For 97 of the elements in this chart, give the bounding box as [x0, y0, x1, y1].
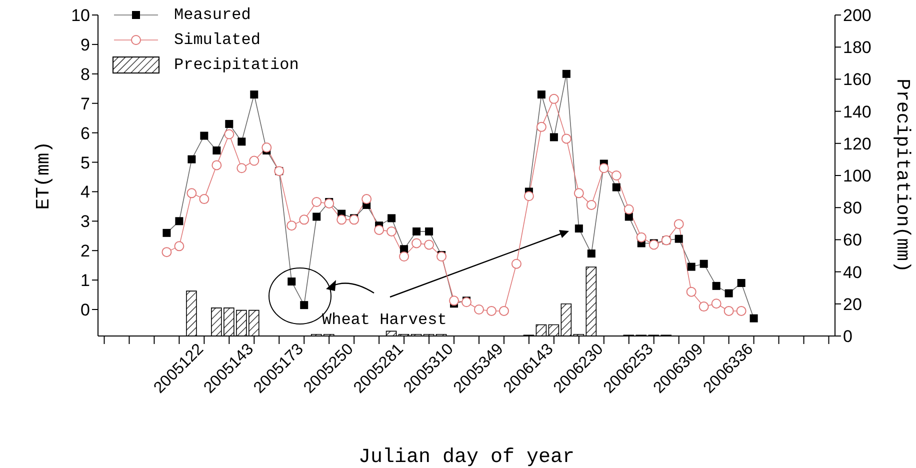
point: [174, 241, 184, 252]
y-tick-label: 1: [80, 271, 90, 290]
point: [586, 200, 596, 210]
point: [612, 183, 620, 192]
point: [250, 90, 258, 99]
y2-tick-label: 60: [843, 230, 862, 250]
y-tick-label: 10: [71, 6, 90, 26]
point: [399, 251, 410, 262]
y-tick-label: 7: [80, 94, 90, 114]
point: [262, 142, 272, 153]
point: [175, 217, 184, 226]
point: [199, 194, 210, 204]
point: [186, 188, 197, 198]
point: [712, 282, 720, 290]
y-tick-label: 5: [80, 153, 90, 172]
point: [511, 258, 522, 269]
point: [200, 132, 208, 140]
point: [388, 214, 396, 222]
point: [636, 232, 646, 242]
point: [286, 220, 297, 231]
point: [574, 188, 584, 198]
legend-label: Measured: [174, 6, 251, 24]
point: [212, 160, 222, 170]
point: [425, 227, 434, 236]
point: [312, 197, 322, 208]
y2-tick-label: 80: [843, 198, 862, 218]
y-tick-label: 8: [80, 64, 90, 84]
y2-tick-label: 100: [843, 166, 872, 186]
y2-tick-label: 20: [843, 294, 862, 314]
y2-tick-label: 200: [843, 6, 872, 26]
point: [574, 224, 583, 233]
point: [412, 238, 422, 248]
point: [587, 250, 596, 258]
point: [524, 191, 534, 202]
x-axis-title: Julian day of year: [358, 446, 575, 468]
y2-tick-label: 160: [843, 70, 872, 90]
point: [724, 289, 733, 298]
point: [674, 219, 684, 230]
point: [249, 156, 260, 166]
point: [374, 224, 384, 235]
y2-tick-label: 0: [843, 327, 852, 346]
point: [724, 306, 734, 316]
point: [562, 70, 570, 78]
point: [548, 94, 559, 104]
point: [750, 314, 758, 322]
y2-tick-label: 120: [843, 134, 872, 154]
point: [424, 240, 434, 250]
point: [299, 214, 310, 225]
point: [336, 214, 347, 225]
y-tick-label: 2: [80, 242, 90, 261]
point: [362, 194, 372, 204]
y2-tick-label: 40: [843, 262, 862, 282]
point: [474, 304, 484, 314]
point: [598, 163, 609, 174]
point: [624, 204, 634, 214]
legend-label: Simulated: [174, 30, 260, 48]
y2-tick-label: 180: [843, 38, 872, 58]
point: [711, 298, 722, 309]
point: [648, 240, 659, 250]
point: [700, 260, 708, 268]
y-tick-label: 3: [80, 212, 90, 232]
point: [412, 227, 421, 236]
point: [300, 301, 308, 310]
point: [674, 234, 683, 243]
y-axis-title: ET(mm): [32, 141, 55, 210]
point: [498, 306, 509, 316]
annotation: Wheat Harvest: [322, 311, 447, 329]
point: [686, 286, 696, 297]
point: [687, 262, 696, 271]
point: [212, 146, 221, 154]
point: [486, 306, 496, 316]
point: [698, 302, 709, 312]
point: [225, 120, 234, 128]
point: [449, 296, 460, 306]
point: [462, 297, 472, 308]
point: [312, 212, 321, 221]
point: [236, 163, 247, 174]
point: [224, 129, 234, 140]
point: [550, 133, 558, 142]
y-tick-label: 0: [80, 300, 90, 320]
point: [238, 138, 246, 146]
point: [737, 278, 746, 287]
y-tick-label: 9: [80, 35, 90, 54]
point: [536, 122, 546, 132]
y2-tick-label: 140: [843, 102, 872, 122]
y-tick-label: 6: [80, 124, 90, 143]
point: [288, 278, 296, 286]
y-tick-label: 4: [80, 182, 90, 202]
point: [537, 90, 546, 99]
point: [162, 228, 171, 237]
y2-axis-title: Precipitation(mm): [891, 78, 914, 272]
point: [386, 226, 397, 236]
point: [611, 170, 622, 180]
point: [188, 155, 196, 164]
point: [349, 214, 360, 225]
point: [561, 134, 572, 144]
legend-label: Precipitation: [174, 56, 299, 74]
